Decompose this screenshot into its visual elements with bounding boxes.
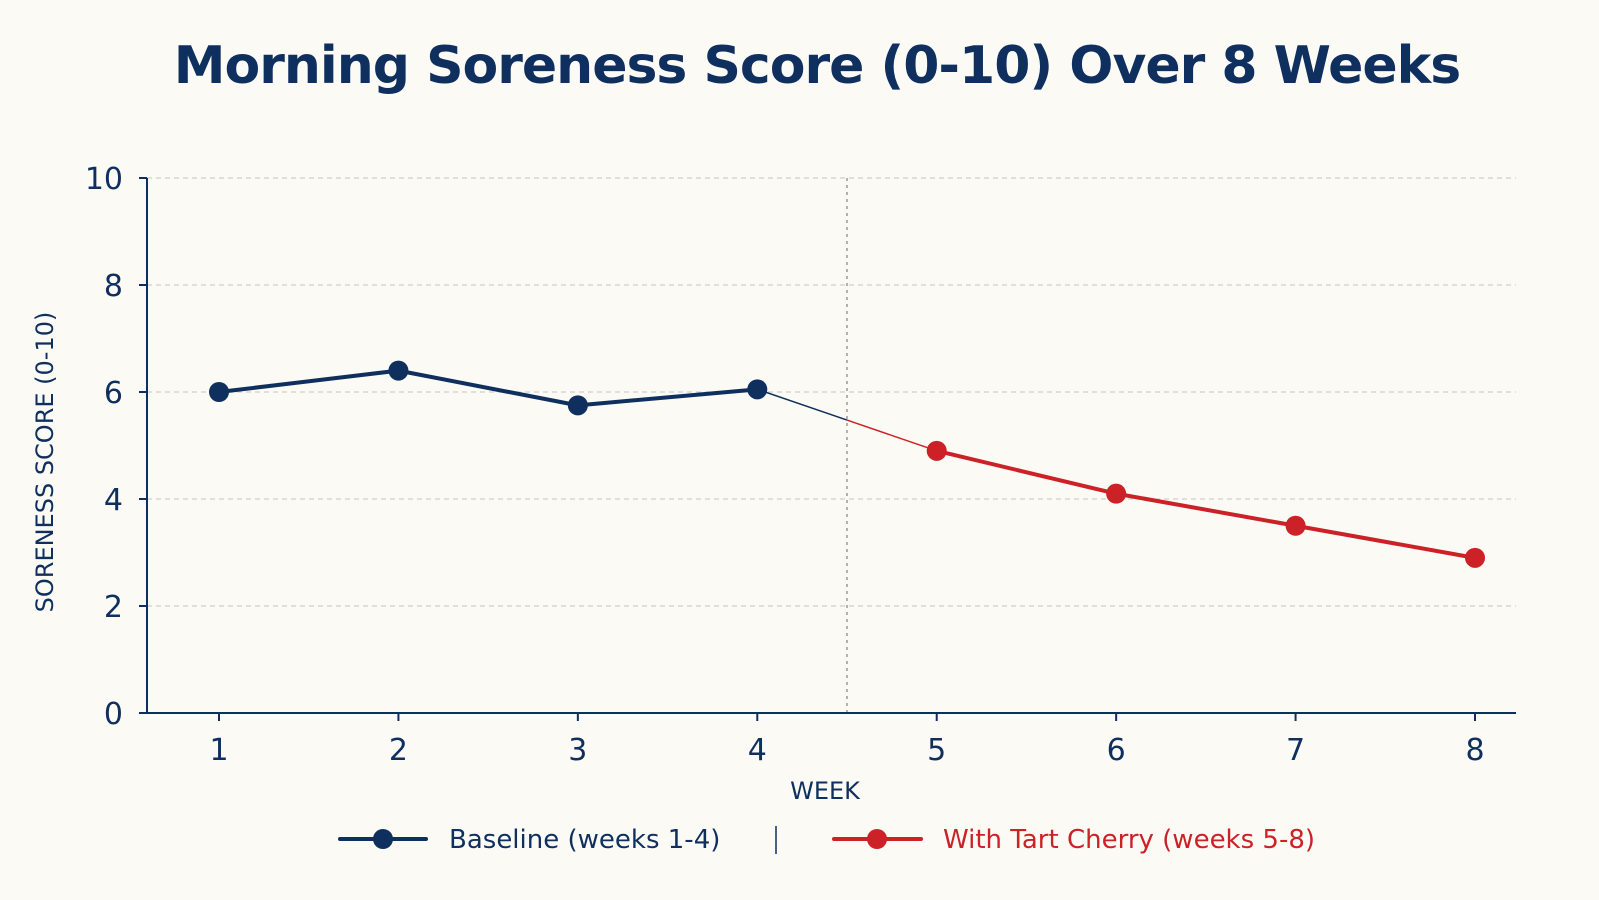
y-tick-label: 6 [104,376,123,411]
y-tick-labels: 0 2 4 6 8 10 [85,162,123,732]
legend-baseline-marker [373,829,393,849]
phase-connector-cherry [846,419,937,452]
x-tick-label: 1 [209,733,228,768]
x-tick-label: 7 [1286,733,1305,768]
x-tick-labels: 1 2 3 4 5 6 7 8 [209,733,1484,768]
baseline-data-point [209,382,229,402]
legend-baseline-label: Baseline (weeks 1-4) [449,825,720,855]
chart-title: Morning Soreness Score (0-10) Over 8 Wee… [173,36,1461,96]
grid-lines [147,177,1516,607]
y-tick-label: 10 [85,162,123,197]
x-tick-label: 3 [568,733,587,768]
y-tick-label: 0 [104,697,123,732]
phase-connector-baseline [757,388,848,421]
y-axis-title: SORENESS SCORE (0-10) [31,312,59,613]
y-tick-label: 8 [104,269,123,304]
x-tick-label: 2 [389,733,408,768]
x-tick-label: 5 [927,733,946,768]
x-tick-label: 4 [748,733,767,768]
y-tick-label: 2 [104,590,123,625]
x-tick-label: 6 [1107,733,1126,768]
tart-cherry-data-point [926,440,947,461]
x-tick-label: 8 [1465,733,1484,768]
baseline-series-line [217,368,760,408]
series-lines [209,360,1485,568]
baseline-data-point [747,379,768,400]
legend-cherry-label: With Tart Cherry (weeks 5-8) [943,825,1315,855]
axes [139,177,1516,721]
y-tick-label: 4 [104,483,123,518]
baseline-data-point [567,395,588,416]
baseline-data-point [388,360,409,381]
x-axis-title: WEEK [790,777,861,805]
tart-cherry-data-point [1465,547,1485,568]
tart-cherry-data-point [1106,483,1127,504]
legend-cherry-marker [867,829,887,849]
legend: Baseline (weeks 1-4) With Tart Cherry (we… [338,825,1315,855]
tart-cherry-series-line [934,448,1477,560]
tart-cherry-data-point [1285,515,1306,536]
